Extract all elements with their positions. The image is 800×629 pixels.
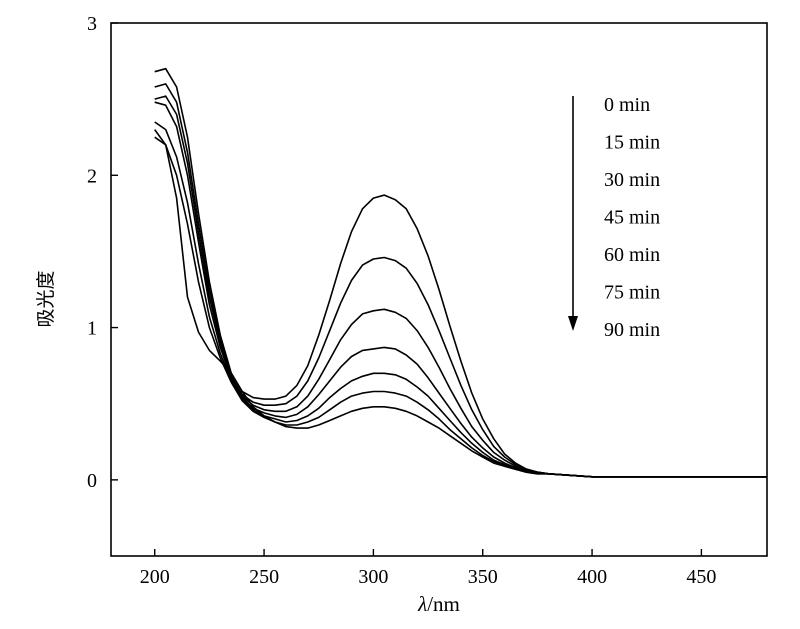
y-tick-label: 2 xyxy=(87,165,97,187)
legend-label: 60 min xyxy=(604,244,660,266)
legend-label: 90 min xyxy=(604,319,660,341)
x-tick-label: 300 xyxy=(358,566,388,588)
x-axis-label-symbol: λ xyxy=(417,592,427,616)
y-tick-label: 1 xyxy=(87,318,97,340)
series-line-60-min xyxy=(154,121,767,478)
x-tick-label: 450 xyxy=(686,566,716,588)
series-line-45-min xyxy=(154,101,767,478)
plot-frame xyxy=(110,22,768,557)
legend-label: 75 min xyxy=(604,282,660,304)
y-tick-label: 0 xyxy=(87,470,97,492)
x-tick-label: 350 xyxy=(468,566,498,588)
legend-label: 0 min xyxy=(604,94,650,116)
series-line-30-min xyxy=(154,95,767,478)
x-tick-label: 200 xyxy=(140,566,170,588)
legend-label: 15 min xyxy=(604,132,660,154)
x-tick-label: 250 xyxy=(249,566,279,588)
series-line-0-min xyxy=(154,67,767,478)
y-axis-label: 吸光度 xyxy=(35,270,57,327)
legend: 0 min 15 min 30 min 45 min 60 min 75 min 90 mi… xyxy=(568,94,660,341)
legend-arrow-head xyxy=(568,316,578,331)
series-lines xyxy=(154,67,767,478)
x-axis-ticks: 200 250 300 350 400 450 xyxy=(140,549,716,588)
legend-label: 45 min xyxy=(604,207,660,229)
x-tick-label: 400 xyxy=(577,566,607,588)
legend-label: 30 min xyxy=(604,169,660,191)
x-axis-label: λ/nm xyxy=(417,592,460,616)
legend-labels: 0 min 15 min 30 min 45 min 60 min 75 min 90 mi… xyxy=(604,94,660,341)
series-line-15-min xyxy=(154,83,767,478)
series-line-75-min xyxy=(154,136,767,478)
y-axis-ticks: 0 1 2 3 xyxy=(87,13,118,492)
series-line-90-min xyxy=(154,129,767,478)
x-axis-label-unit: /nm xyxy=(427,592,460,616)
y-tick-label: 3 xyxy=(87,13,97,35)
